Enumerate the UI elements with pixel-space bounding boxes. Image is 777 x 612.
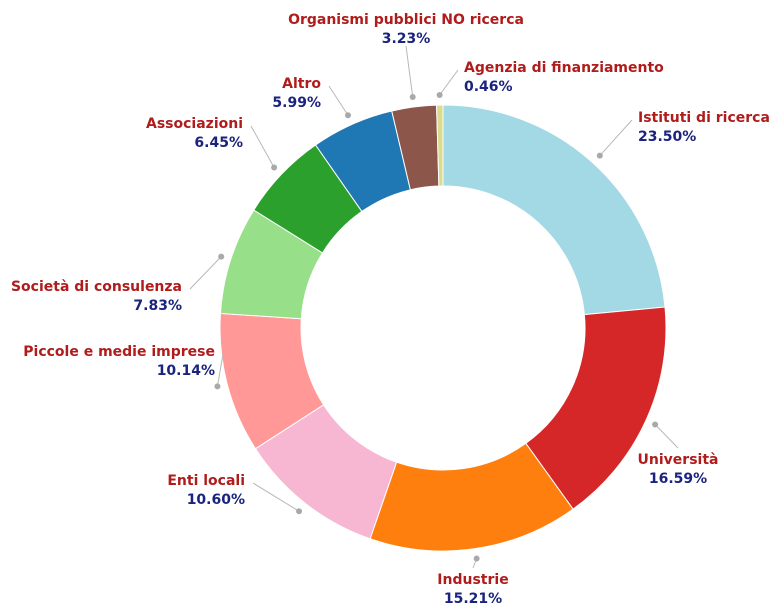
slice-value-enti-locali: 10.60%: [187, 492, 245, 508]
leader-line-societa-di-consulenza: [189, 256, 222, 290]
leader-dot-universita: [652, 421, 659, 428]
leader-line-agenzia-di-finanziamento: [439, 69, 459, 96]
leader-line-enti-locali: [252, 482, 300, 512]
leader-dot-agenzia-di-finanziamento: [436, 92, 443, 99]
slice-label-agenzia-di-finanziamento: Agenzia di finanziamento: [464, 60, 664, 76]
leader-line-altro: [328, 85, 349, 116]
slice-value-universita: 16.59%: [649, 471, 707, 487]
leader-dot-industrie: [473, 555, 480, 562]
leader-dot-organismi-pubblici-no-ricerca: [409, 93, 416, 100]
slice-value-istituti-di-ricerca: 23.50%: [638, 129, 696, 145]
slice-istituti-di-ricerca: [442, 104, 666, 316]
leader-dot-enti-locali: [296, 508, 303, 515]
slice-label-industrie: Industrie: [437, 572, 508, 588]
slice-label-piccole-e-medie-imprese: Piccole e medie imprese: [23, 344, 215, 360]
slice-value-associazioni: 6.45%: [194, 135, 243, 151]
leader-line-associazioni: [250, 125, 275, 168]
leader-line-istituti-di-ricerca: [599, 119, 633, 157]
slice-agenzia-di-finanziamento: [436, 104, 444, 187]
leader-line-piccole-e-medie-imprese: [216, 353, 224, 387]
slice-label-societa-di-consulenza: Società di consulenza: [11, 279, 182, 295]
slice-labels: Istituti di ricerca 23.50% Università 16.59…: [11, 12, 770, 607]
slice-value-organismi-pubblici-no-ricerca: 3.23%: [382, 31, 431, 47]
slice-value-industrie: 15.21%: [444, 591, 502, 607]
leader-dot-piccole-e-medie-imprese: [214, 383, 221, 390]
leader-dot-associazioni: [271, 164, 278, 171]
slice-label-organismi-pubblici-no-ricerca: Organismi pubblici NO ricerca: [288, 12, 524, 28]
slices: [219, 104, 667, 552]
slice-value-societa-di-consulenza: 7.83%: [133, 298, 182, 314]
slice-value-altro: 5.99%: [272, 95, 321, 111]
slice-label-enti-locali: Enti locali: [167, 473, 245, 489]
slice-label-associazioni: Associazioni: [146, 116, 243, 132]
leader-line-universita: [654, 424, 679, 449]
slice-label-istituti-di-ricerca: Istituti di ricerca: [638, 110, 770, 126]
leader-dot-societa-di-consulenza: [218, 253, 225, 260]
leader-lines: [189, 45, 679, 569]
leader-dot-altro: [344, 112, 351, 119]
slice-value-piccole-e-medie-imprese: 10.14%: [157, 363, 215, 379]
leader-line-organismi-pubblici-no-ricerca: [405, 45, 414, 98]
slice-label-universita: Università: [638, 452, 719, 468]
slice-value-agenzia-di-finanziamento: 0.46%: [464, 79, 513, 95]
leader-dot-istituti-di-ricerca: [596, 152, 603, 159]
slice-label-altro: Altro: [282, 76, 321, 92]
